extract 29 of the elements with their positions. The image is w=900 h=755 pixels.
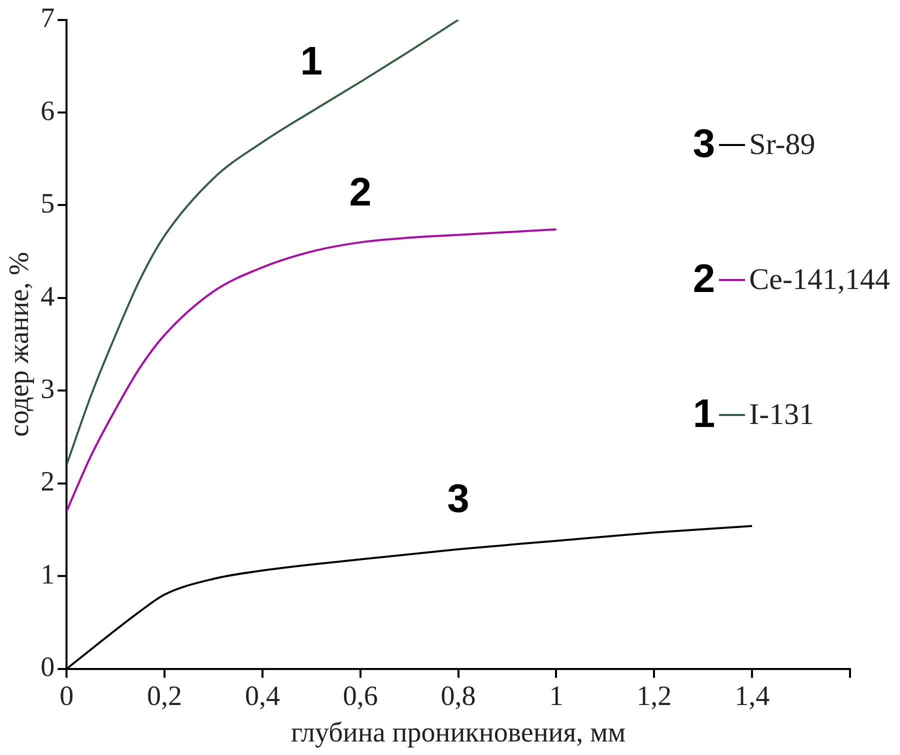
y-tick-label: 2 <box>40 466 55 498</box>
legend-label: Sr-89 <box>749 128 816 162</box>
y-axis-title: содер жание, % <box>4 252 36 437</box>
annotation: 2 <box>349 170 372 214</box>
y-tick-label: 7 <box>40 3 55 34</box>
x-tick-label: 1,2 <box>636 680 672 712</box>
x-axis-title: глубина проникновения, мм <box>290 718 626 749</box>
y-tick-label: 1 <box>40 559 55 590</box>
x-tick-label: 0 <box>60 680 74 712</box>
y-tick-label: 0 <box>40 652 55 684</box>
y-tick-label: 3 <box>40 374 55 406</box>
text: 3 <box>692 122 716 166</box>
x-tick-label: 0,2 <box>147 680 182 712</box>
annotation: 1 <box>300 40 323 84</box>
text: 2 <box>692 257 716 302</box>
y-tick-label: 5 <box>40 188 55 220</box>
y-tick-label: 4 <box>40 281 55 312</box>
x-tick-label: 1,4 <box>734 680 770 712</box>
line-series <box>66 20 460 466</box>
x-tick-label: 0,8 <box>440 680 476 712</box>
legend-label: I-131 <box>749 398 814 432</box>
x-tick-label: 0,4 <box>244 680 280 712</box>
y-tick-label: 6 <box>40 96 55 127</box>
x-tick-label: 0,6 <box>342 680 378 712</box>
legend-label: Ce-141,144 <box>749 262 890 297</box>
line-series <box>66 228 558 512</box>
text: 1 <box>692 392 716 436</box>
annotation: 3 <box>447 477 470 522</box>
x-tick-label: 1 <box>549 680 564 712</box>
